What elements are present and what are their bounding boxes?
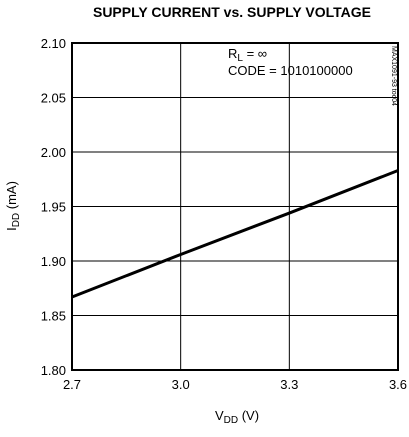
x-label-part: (V) bbox=[238, 408, 259, 423]
x-label-sub: DD bbox=[224, 415, 238, 426]
y-tick-label: 1.85 bbox=[41, 309, 66, 324]
y-axis-label: IDD (mA) bbox=[4, 181, 22, 231]
data-line bbox=[71, 169, 399, 299]
y-tick-label: 1.80 bbox=[41, 363, 66, 378]
y-label-part: I bbox=[4, 227, 19, 231]
y-tick-label: 2.10 bbox=[41, 36, 66, 51]
y-tick-label: 1.90 bbox=[41, 254, 66, 269]
y-label-part: (mA) bbox=[4, 181, 19, 213]
plot-frame bbox=[71, 42, 399, 371]
x-label-part: V bbox=[215, 408, 224, 423]
annotation: CODE = 1010100000 bbox=[228, 63, 353, 78]
annotation-sub: L bbox=[237, 53, 243, 64]
x-axis-label: VDD (V) bbox=[215, 408, 259, 426]
annotation: RL = ∞ bbox=[228, 46, 267, 64]
side-note: MAX1091-93 toc04 bbox=[390, 46, 397, 106]
y-label-sub: DD bbox=[11, 213, 22, 227]
x-tick-label: 2.7 bbox=[63, 377, 81, 392]
x-tick-label: 3.3 bbox=[280, 377, 298, 392]
annotation-part: R bbox=[228, 46, 237, 61]
y-tick-label: 2.05 bbox=[41, 91, 66, 106]
x-tick-label: 3.6 bbox=[389, 377, 407, 392]
chart-title: SUPPLY CURRENT vs. SUPPLY VOLTAGE bbox=[93, 4, 371, 20]
annotation-part: = ∞ bbox=[243, 46, 267, 61]
x-tick-label: 3.0 bbox=[172, 377, 190, 392]
y-tick-label: 2.00 bbox=[41, 145, 66, 160]
y-tick-label: 1.95 bbox=[41, 200, 66, 215]
